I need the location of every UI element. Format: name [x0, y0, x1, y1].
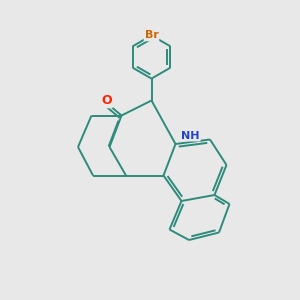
- Text: NH: NH: [181, 130, 200, 141]
- Text: O: O: [101, 94, 112, 107]
- Text: Br: Br: [145, 30, 158, 40]
